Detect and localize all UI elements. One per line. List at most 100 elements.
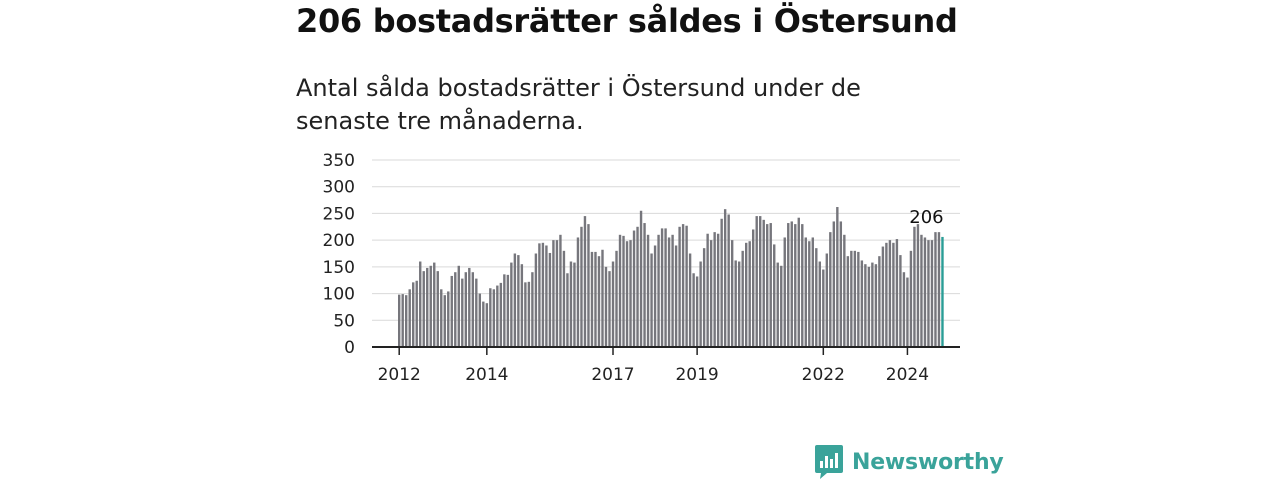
newsworthy-chart-logo-icon	[815, 445, 843, 479]
bar	[583, 216, 587, 347]
bar	[681, 224, 685, 347]
bar	[783, 237, 786, 347]
bar	[552, 240, 555, 347]
bar-latest	[941, 236, 944, 347]
bar	[787, 223, 790, 347]
bar	[636, 226, 639, 347]
bar	[531, 272, 534, 347]
bar	[913, 226, 916, 347]
bar	[646, 234, 650, 347]
bar	[419, 261, 422, 347]
bar	[801, 224, 804, 347]
bar	[443, 295, 446, 347]
bar	[759, 216, 762, 347]
x-tick-label: 2019	[675, 365, 718, 385]
y-tick-label: 100	[323, 285, 355, 305]
bar	[692, 273, 695, 347]
bar	[538, 243, 541, 347]
bar	[702, 248, 706, 347]
bar	[920, 234, 923, 347]
bar	[720, 218, 723, 347]
bar	[590, 251, 594, 347]
bar	[695, 276, 699, 347]
bar	[527, 281, 531, 347]
bar	[524, 282, 527, 347]
bar	[618, 234, 622, 347]
bar	[937, 232, 941, 347]
bar	[471, 272, 475, 347]
bar	[454, 272, 457, 347]
bar	[745, 242, 748, 347]
bar	[664, 228, 667, 347]
brand-logo: Newsworthy	[815, 444, 1004, 480]
bar	[923, 237, 927, 347]
bar	[580, 226, 583, 347]
bar	[426, 267, 429, 347]
bar	[818, 261, 821, 347]
bar	[401, 294, 404, 347]
bar	[885, 242, 888, 347]
bar	[916, 224, 920, 347]
bar	[506, 274, 510, 347]
bar	[436, 271, 439, 347]
bar	[857, 251, 860, 347]
bar	[433, 262, 436, 347]
x-tick-label: 2012	[378, 365, 421, 385]
bar	[660, 228, 664, 347]
bar	[559, 234, 562, 347]
bar	[499, 282, 503, 347]
bar	[653, 245, 657, 347]
bar	[688, 253, 692, 347]
bar	[811, 237, 814, 347]
bar	[510, 262, 513, 347]
bar	[776, 262, 779, 347]
bar	[927, 240, 930, 347]
bar	[780, 265, 783, 347]
bar	[639, 210, 643, 347]
bar	[405, 295, 408, 347]
bar	[874, 264, 878, 347]
bar	[752, 229, 755, 347]
bar	[629, 240, 632, 347]
brand-name: Newsworthy	[852, 449, 1004, 475]
bar	[601, 249, 604, 347]
bar	[398, 294, 401, 347]
bar	[492, 289, 496, 347]
bar	[685, 225, 688, 347]
bar	[461, 278, 464, 347]
chart-subtitle: Antal sålda bostadsrätter i Östersund un…	[296, 74, 861, 135]
y-tick-label: 0	[344, 338, 355, 358]
bars	[398, 207, 944, 347]
bar	[846, 256, 850, 347]
bar	[867, 266, 871, 347]
bar	[755, 216, 758, 347]
bar	[825, 253, 829, 347]
bar	[836, 207, 839, 347]
bar	[902, 272, 906, 347]
bar	[408, 289, 411, 347]
bar	[415, 280, 418, 347]
bar	[548, 252, 552, 347]
bar	[597, 256, 601, 347]
bar	[517, 255, 520, 347]
bar	[632, 230, 636, 347]
bar	[625, 241, 629, 347]
bar	[440, 289, 443, 347]
bar	[860, 260, 864, 347]
bar	[843, 234, 846, 347]
bar	[839, 221, 843, 347]
bar	[503, 274, 506, 347]
bar	[545, 245, 548, 347]
bar	[604, 266, 608, 347]
bar	[709, 240, 713, 347]
bar	[429, 265, 432, 347]
bar	[478, 293, 482, 347]
bar	[657, 234, 660, 347]
bar	[892, 242, 895, 347]
bar	[808, 241, 811, 347]
bar	[422, 271, 425, 347]
bar	[832, 221, 836, 347]
x-axis-ticks: 2012 2014 2017 2019 2022 2024	[378, 347, 929, 385]
bar	[899, 255, 902, 347]
y-tick-label: 200	[323, 231, 355, 251]
